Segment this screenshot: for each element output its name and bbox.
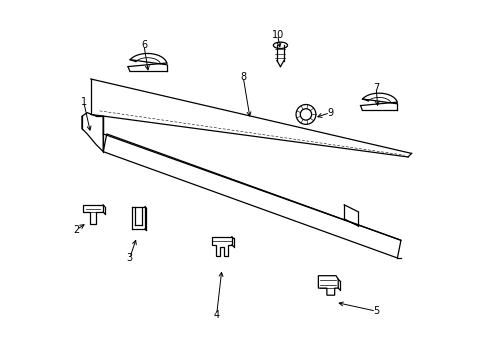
Text: 3: 3 xyxy=(127,253,133,263)
Text: 2: 2 xyxy=(74,225,80,235)
Text: 7: 7 xyxy=(373,83,379,93)
Text: 9: 9 xyxy=(327,108,333,118)
Text: 6: 6 xyxy=(141,40,147,50)
Text: 1: 1 xyxy=(81,97,87,107)
Text: 10: 10 xyxy=(271,30,284,40)
Text: 5: 5 xyxy=(373,306,379,316)
Text: 8: 8 xyxy=(240,72,246,82)
Text: 4: 4 xyxy=(214,310,220,320)
